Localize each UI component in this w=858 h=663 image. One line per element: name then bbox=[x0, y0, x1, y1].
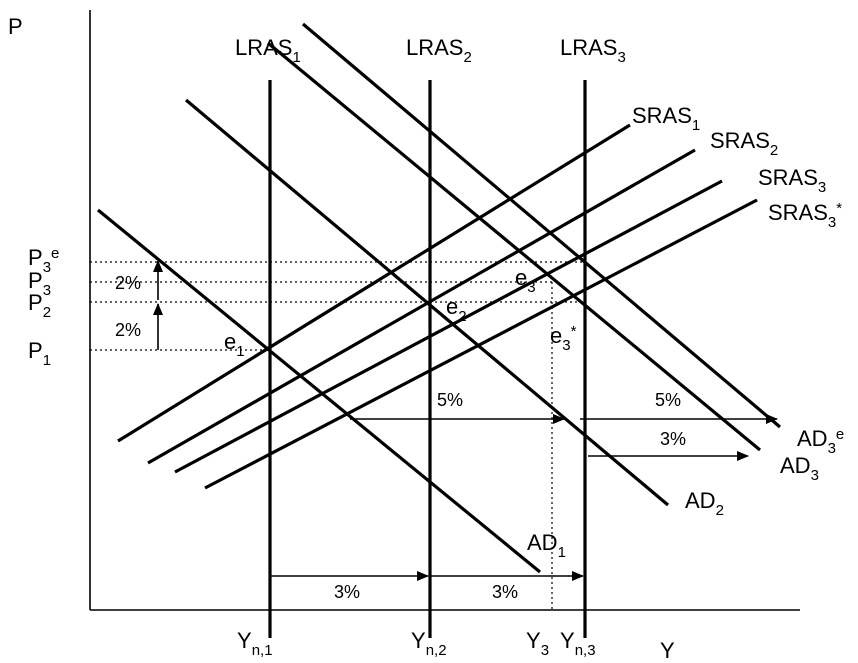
p1-label: P1 bbox=[28, 338, 51, 369]
sras-2-label: SRAS2 bbox=[710, 128, 778, 159]
yn1-label: Yn,1 bbox=[237, 628, 273, 659]
p3e-label: P3e bbox=[28, 245, 59, 276]
e1-label: e1 bbox=[224, 329, 245, 360]
sras-3-star-line bbox=[204, 198, 758, 490]
p3-label: P3 bbox=[28, 268, 51, 299]
lras-2-label: LRAS2 bbox=[406, 35, 472, 66]
sras-1-label: SRAS1 bbox=[632, 103, 700, 134]
pct-output-left: 3% bbox=[334, 582, 360, 602]
pct-ad-shift-3: 3% bbox=[660, 429, 686, 449]
pct-ad-shift-5b: 5% bbox=[655, 390, 681, 410]
pct-price-lower: 2% bbox=[115, 320, 141, 340]
e3-star-label: e3* bbox=[550, 323, 577, 354]
yn3-label: Yn,3 bbox=[560, 628, 596, 659]
ad-2-label: AD2 bbox=[685, 488, 724, 519]
lras-3-label: LRAS3 bbox=[560, 35, 626, 66]
ad-3e-label: AD3e bbox=[797, 426, 844, 457]
y-axis-label: P bbox=[8, 14, 23, 39]
yn2-label: Yn,2 bbox=[411, 628, 447, 659]
pct-ad-shift-5a: 5% bbox=[437, 390, 463, 410]
sras-3-label: SRAS3 bbox=[758, 165, 826, 196]
e2-label: e2 bbox=[446, 294, 467, 325]
ad-1-label: AD1 bbox=[527, 530, 566, 561]
pct-price-upper: 2% bbox=[115, 273, 141, 293]
ad-3e-line bbox=[301, 22, 782, 429]
ad-3-line bbox=[266, 41, 762, 452]
e3-label: e3 bbox=[515, 265, 536, 296]
lras-1-label: LRAS1 bbox=[235, 35, 301, 66]
ad-1-line bbox=[96, 208, 542, 574]
y3-label: Y3 bbox=[526, 628, 549, 659]
pct-output-right: 3% bbox=[492, 582, 518, 602]
ad-3-label: AD3 bbox=[780, 453, 819, 484]
sras-1-line bbox=[117, 123, 631, 443]
sras-2-line bbox=[147, 148, 696, 465]
x-axis-label: Y bbox=[660, 638, 675, 663]
p2-label: P2 bbox=[28, 290, 51, 321]
sras-3-star-label: SRAS3* bbox=[768, 200, 842, 231]
ad-2-line bbox=[184, 98, 670, 507]
sras-3-line bbox=[174, 179, 723, 474]
